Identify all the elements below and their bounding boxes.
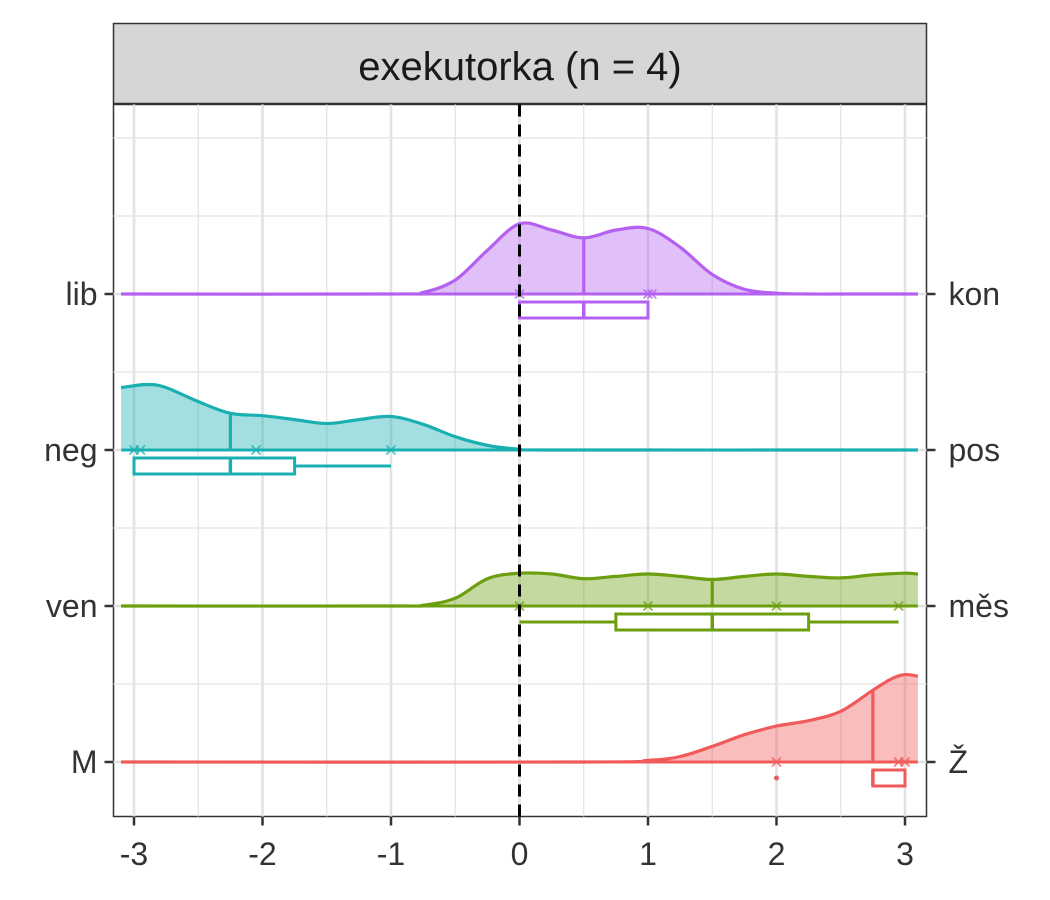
density-curve-neg xyxy=(120,382,918,452)
box-M xyxy=(871,768,907,788)
x-tick-label: -1 xyxy=(377,836,405,872)
y-tick-label-right: pos xyxy=(949,432,1001,468)
data-point xyxy=(642,600,654,612)
data-point-stroke xyxy=(899,756,911,768)
x-tick-label: 3 xyxy=(896,836,914,872)
y-tick-label-left: lib xyxy=(65,276,97,312)
data-point-stroke xyxy=(135,444,146,456)
density-curve-ven xyxy=(121,571,919,608)
facet-title: exekutorka (n = 4) xyxy=(358,45,682,89)
density-curve-lib xyxy=(121,221,918,296)
data-point xyxy=(385,444,397,456)
data-point xyxy=(771,600,782,612)
x-tick-label: -3 xyxy=(120,836,148,872)
axes: -3 -2 -1 0 1 2 3 lib kon neg pos ven měs M Ž xyxy=(44,276,1009,872)
x-tick-label: -2 xyxy=(248,836,276,872)
data-point xyxy=(899,756,911,768)
y-tick-label-left: neg xyxy=(44,432,97,468)
y-tick-label-right: Ž xyxy=(949,744,969,780)
data-point-stroke xyxy=(642,288,654,300)
series-M xyxy=(121,672,919,788)
density-area-neg xyxy=(121,384,918,451)
data-point xyxy=(893,600,904,612)
density-curve-M xyxy=(121,672,919,764)
y-tick-label-left: ven xyxy=(46,588,98,624)
density-area-lib xyxy=(121,222,918,295)
data-point xyxy=(135,444,146,456)
x-tick-label: 0 xyxy=(511,836,529,872)
data-point xyxy=(642,288,654,300)
data-point-stroke xyxy=(771,600,782,612)
x-tick-label: 1 xyxy=(639,836,657,872)
data-point xyxy=(646,288,657,300)
data-point xyxy=(250,444,262,456)
y-tick-label-left: M xyxy=(71,744,98,780)
data-point-stroke xyxy=(771,756,782,768)
data-point-stroke xyxy=(385,444,397,456)
data-point-stroke xyxy=(893,600,904,612)
outlier-point xyxy=(774,775,779,781)
y-tick-label-right: kon xyxy=(949,276,1001,312)
data-point-stroke xyxy=(642,600,654,612)
box-neg xyxy=(132,456,297,476)
x-tick-label: 2 xyxy=(768,836,786,872)
data-point xyxy=(771,756,782,768)
data-point-stroke xyxy=(250,444,262,456)
facet-strip xyxy=(112,22,928,105)
density-area-M xyxy=(121,674,918,763)
data-point-stroke xyxy=(646,288,657,300)
y-tick-label-right: měs xyxy=(949,588,1009,624)
